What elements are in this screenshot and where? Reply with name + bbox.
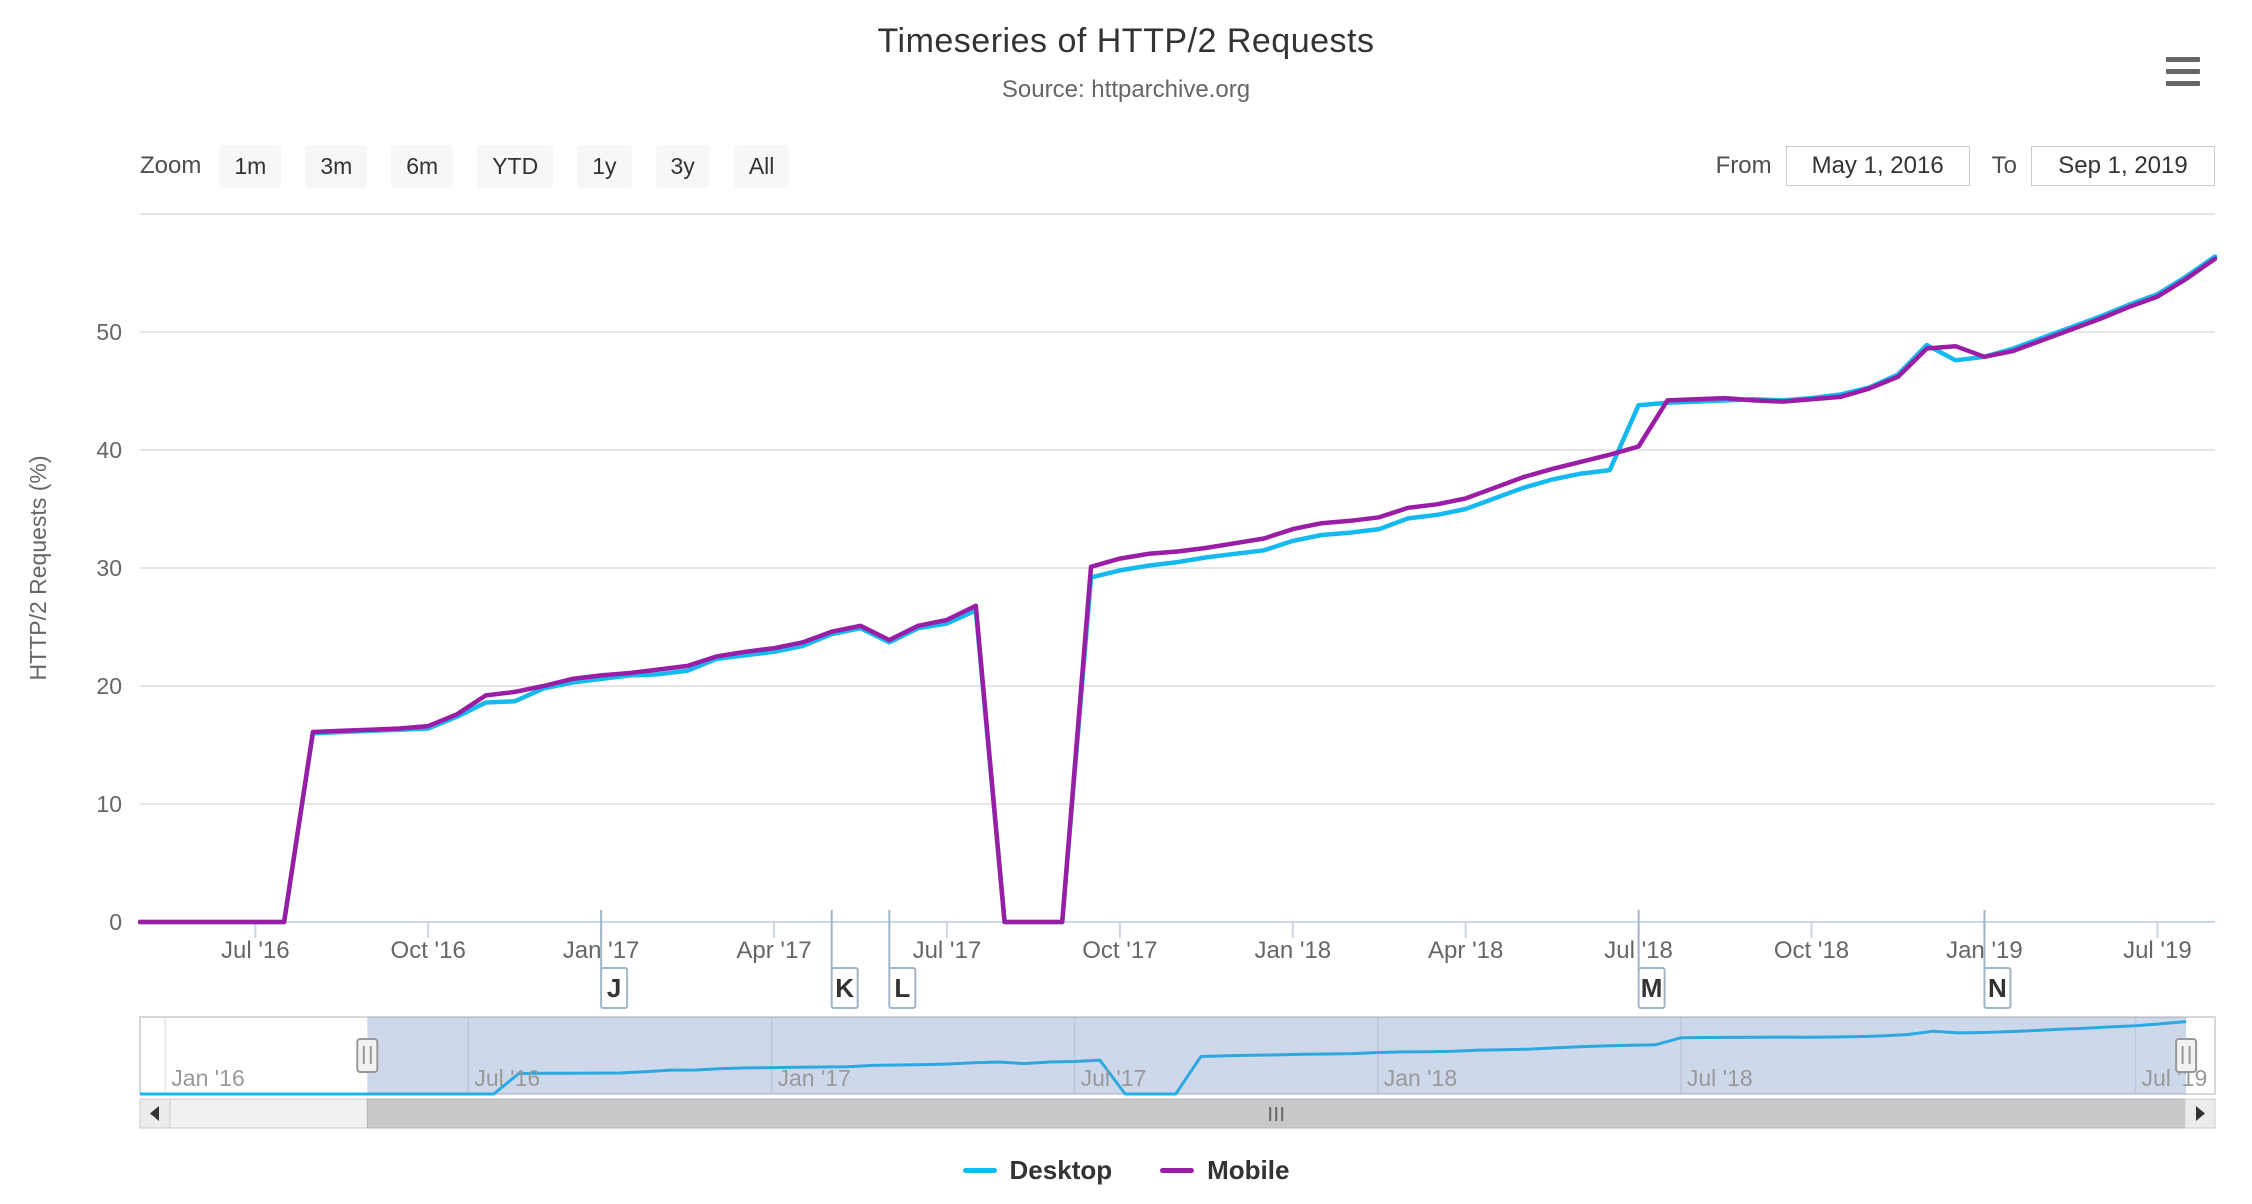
y-gridlines xyxy=(140,213,2215,923)
legend-label-desktop: Desktop xyxy=(1009,1154,1113,1185)
range-selector: Zoom 1m 3m 6m YTD 1y 3y All xyxy=(140,144,790,188)
zoom-label: Zoom xyxy=(140,152,202,179)
svg-text:Jul '17: Jul '17 xyxy=(913,937,982,964)
svg-text:Jan '18: Jan '18 xyxy=(1254,937,1331,964)
navigator-right-handle[interactable] xyxy=(2175,1038,2198,1073)
hamburger-menu-icon[interactable] xyxy=(2166,50,2206,92)
date-range-inputs: From To xyxy=(1716,144,2215,188)
svg-text:Jul '19: Jul '19 xyxy=(2123,937,2192,964)
svg-text:Apr '18: Apr '18 xyxy=(1428,937,1503,964)
svg-text:Oct '16: Oct '16 xyxy=(391,937,466,964)
flag-J[interactable] xyxy=(600,967,629,1009)
svg-text:Apr '17: Apr '17 xyxy=(736,937,811,964)
flag-K[interactable] xyxy=(830,967,859,1009)
series-line-mobile[interactable] xyxy=(137,256,2218,925)
zoom-button-1y[interactable]: 1y xyxy=(577,144,632,188)
flag-M[interactable] xyxy=(1637,967,1666,1009)
svg-text:Jul '17: Jul '17 xyxy=(1081,1065,1147,1091)
legend-item-desktop[interactable]: Desktop xyxy=(962,1154,1113,1186)
navigator-left-handle[interactable] xyxy=(356,1038,379,1073)
svg-text:Jul '16: Jul '16 xyxy=(474,1065,540,1091)
legend-label-mobile: Mobile xyxy=(1207,1154,1290,1185)
svg-text:Oct '18: Oct '18 xyxy=(1774,937,1849,964)
flag-L[interactable] xyxy=(888,967,917,1009)
svg-text:40: 40 xyxy=(96,437,122,463)
svg-text:Jan '18: Jan '18 xyxy=(1384,1065,1457,1091)
svg-text:K: K xyxy=(835,973,854,1003)
svg-text:Jan '17: Jan '17 xyxy=(778,1065,851,1091)
to-label: To xyxy=(1991,152,2017,179)
mobile-line-swatch xyxy=(1160,1167,1195,1173)
from-label: From xyxy=(1715,152,1772,179)
svg-text:30: 30 xyxy=(96,555,122,581)
svg-text:0: 0 xyxy=(109,909,122,935)
legend: Desktop Mobile xyxy=(0,1150,2252,1190)
legend-item-mobile[interactable]: Mobile xyxy=(1160,1155,1289,1186)
navigator-series-line xyxy=(140,1020,2187,1096)
event-flags[interactable]: J K L M N xyxy=(600,910,2012,1009)
series-line-desktop[interactable] xyxy=(137,254,2218,925)
x-axis: Jul '16 Oct '16 Jan '17 Apr '17 Jul '17 Oct '… xyxy=(140,921,2215,964)
hamburger-bar xyxy=(2166,80,2200,86)
desktop-line-swatch xyxy=(962,1167,997,1173)
hamburger-bar xyxy=(2166,68,2200,74)
svg-text:M: M xyxy=(1641,973,1663,1003)
y-axis-title: HTTP/2 Requests (%) xyxy=(25,456,51,681)
svg-text:J: J xyxy=(607,973,621,1003)
navigator-selected-range[interactable] xyxy=(367,1017,2186,1094)
navigator[interactable]: Jan '16 Jul '16 Jan '17 Jul '17 Jan '18 Jul '… xyxy=(139,1016,2216,1096)
svg-text:L: L xyxy=(894,973,910,1003)
right-arrow-icon xyxy=(2196,1106,2205,1121)
svg-text:Jul '16: Jul '16 xyxy=(221,937,290,964)
to-date-input[interactable] xyxy=(2031,146,2215,186)
zoom-button-3y[interactable]: 3y xyxy=(655,144,710,188)
y-axis-labels: 0 10 20 30 40 50 HTTP/2 Requests (%) xyxy=(25,319,122,935)
zoom-button-ytd[interactable]: YTD xyxy=(477,144,554,188)
from-date-input[interactable] xyxy=(1785,146,1970,186)
zoom-button-3m[interactable]: 3m xyxy=(305,144,368,188)
svg-text:Jul '19: Jul '19 xyxy=(2142,1065,2208,1091)
flag-N[interactable] xyxy=(1983,967,2012,1009)
zoom-button-all[interactable]: All xyxy=(733,144,790,188)
hamburger-bar xyxy=(2166,56,2200,62)
svg-text:Jul '18: Jul '18 xyxy=(1687,1065,1753,1091)
svg-text:50: 50 xyxy=(96,319,122,345)
left-arrow-icon xyxy=(150,1106,159,1121)
svg-text:N: N xyxy=(1988,973,2007,1003)
svg-text:Jan '16: Jan '16 xyxy=(171,1065,244,1091)
chart-subtitle: Source: httparchive.org xyxy=(1001,76,1251,103)
svg-text:Oct '17: Oct '17 xyxy=(1082,937,1157,964)
zoom-buttons: 1m 3m 6m YTD 1y 3y All xyxy=(219,144,790,188)
svg-text:20: 20 xyxy=(96,673,122,699)
zoom-button-1m[interactable]: 1m xyxy=(219,144,282,188)
scrollbar[interactable] xyxy=(139,1098,2216,1129)
svg-text:10: 10 xyxy=(96,791,122,817)
zoom-button-6m[interactable]: 6m xyxy=(391,144,454,188)
page-title: Timeseries of HTTP/2 Requests xyxy=(877,22,1375,60)
